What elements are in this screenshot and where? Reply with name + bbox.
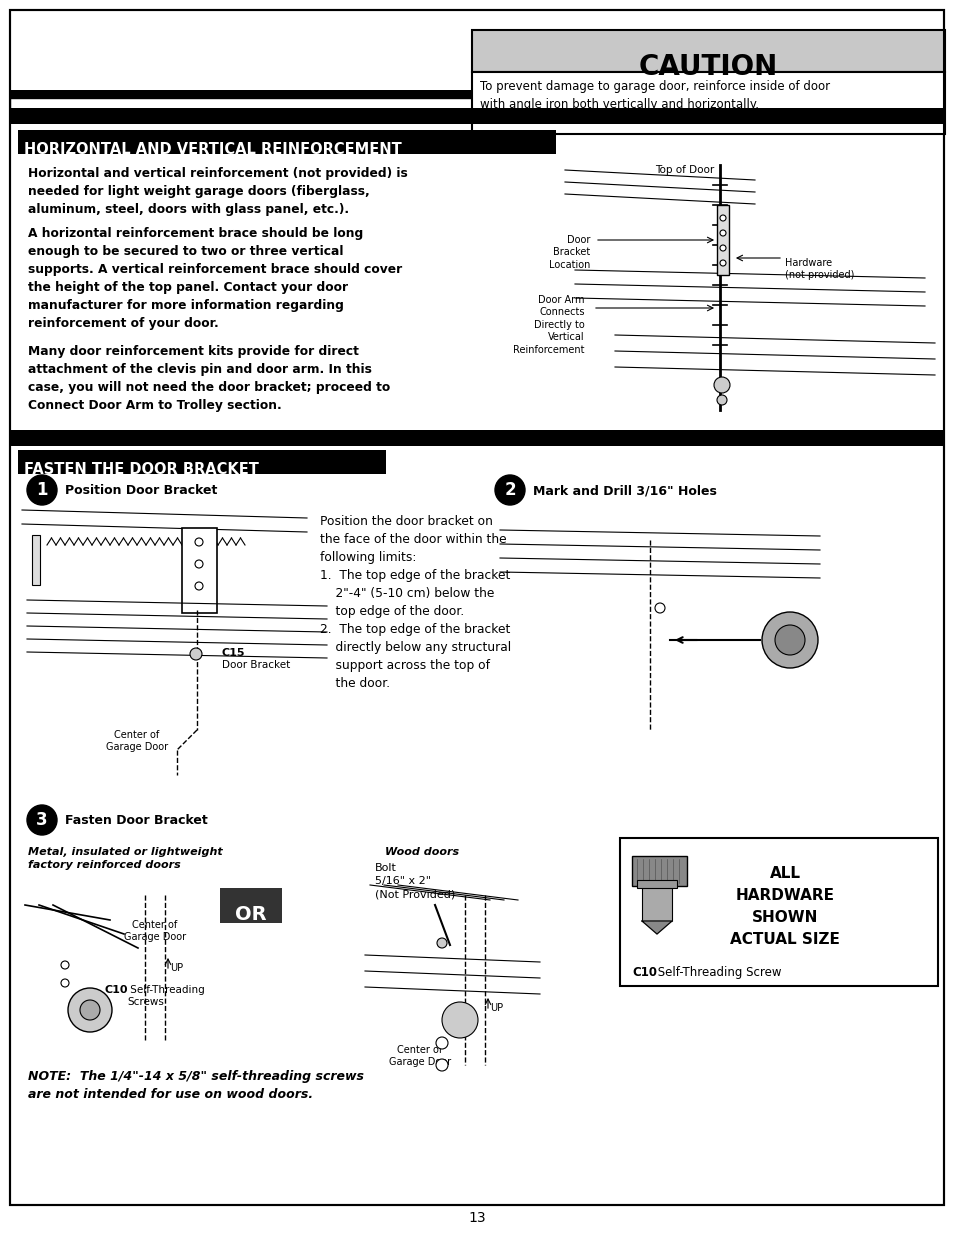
Text: Mark and Drill 3/16" Holes: Mark and Drill 3/16" Holes bbox=[533, 484, 716, 496]
Bar bbox=[220, 888, 282, 923]
Text: Fasten Door Bracket: Fasten Door Bracket bbox=[65, 814, 208, 827]
Bar bbox=[619, 839, 937, 986]
Text: Door Bracket: Door Bracket bbox=[222, 659, 290, 671]
Circle shape bbox=[68, 988, 112, 1032]
Circle shape bbox=[720, 245, 725, 251]
Circle shape bbox=[194, 582, 203, 590]
Circle shape bbox=[774, 625, 804, 655]
Text: C10: C10 bbox=[631, 966, 657, 979]
Bar bbox=[641, 885, 671, 921]
Text: C15: C15 bbox=[222, 648, 245, 658]
Text: SHOWN: SHOWN bbox=[751, 910, 818, 925]
Text: Many door reinforcement kits provide for direct
attachment of the clevis pin and: Many door reinforcement kits provide for… bbox=[28, 345, 390, 412]
Text: ALL: ALL bbox=[769, 866, 800, 881]
Text: Metal, insulated or lightweight
factory reinforced doors: Metal, insulated or lightweight factory … bbox=[28, 847, 222, 871]
Text: OR: OR bbox=[235, 905, 267, 925]
Circle shape bbox=[436, 939, 447, 948]
Circle shape bbox=[441, 1002, 477, 1037]
Text: UP: UP bbox=[490, 1003, 502, 1013]
Text: Door
Bracket
Location: Door Bracket Location bbox=[548, 235, 589, 269]
Circle shape bbox=[194, 559, 203, 568]
Circle shape bbox=[495, 475, 524, 505]
Text: Top of Door: Top of Door bbox=[655, 165, 714, 175]
Circle shape bbox=[720, 230, 725, 236]
Bar bbox=[10, 90, 473, 98]
Text: 3: 3 bbox=[36, 811, 48, 829]
Bar bbox=[472, 72, 944, 135]
Bar bbox=[10, 98, 473, 119]
Text: ACTUAL SIZE: ACTUAL SIZE bbox=[729, 932, 839, 947]
Text: Self-Threading
Screws: Self-Threading Screws bbox=[127, 986, 205, 1008]
Polygon shape bbox=[641, 921, 671, 934]
Bar bbox=[182, 529, 216, 613]
Bar bbox=[18, 450, 386, 474]
Text: Self-Threading Screw: Self-Threading Screw bbox=[654, 966, 781, 979]
Circle shape bbox=[720, 215, 725, 221]
Circle shape bbox=[655, 603, 664, 613]
Text: CAUTION: CAUTION bbox=[639, 53, 778, 82]
Text: 13: 13 bbox=[468, 1212, 485, 1225]
Circle shape bbox=[717, 395, 726, 405]
Bar bbox=[32, 535, 40, 585]
Text: 1: 1 bbox=[36, 480, 48, 499]
Text: HORIZONTAL AND VERTICAL REINFORCEMENT: HORIZONTAL AND VERTICAL REINFORCEMENT bbox=[24, 142, 401, 157]
Circle shape bbox=[27, 475, 57, 505]
Circle shape bbox=[190, 648, 202, 659]
Bar bbox=[637, 881, 677, 888]
Text: Center of
Garage Door: Center of Garage Door bbox=[124, 920, 186, 942]
Circle shape bbox=[61, 979, 69, 987]
Circle shape bbox=[194, 538, 203, 546]
Bar bbox=[472, 30, 944, 72]
Text: NOTE:  The 1/4"-14 x 5/8" self-threading screws
are not intended for use on wood: NOTE: The 1/4"-14 x 5/8" self-threading … bbox=[28, 1070, 364, 1100]
Text: Door Arm
Connects
Directly to
Vertical
Reinforcement: Door Arm Connects Directly to Vertical R… bbox=[513, 295, 584, 354]
Bar bbox=[631, 856, 686, 885]
Text: Center of
Garage Door: Center of Garage Door bbox=[106, 730, 168, 752]
Circle shape bbox=[80, 1000, 100, 1020]
Text: HARDWARE: HARDWARE bbox=[735, 888, 834, 903]
Bar bbox=[10, 430, 943, 446]
Bar bbox=[10, 107, 943, 124]
Circle shape bbox=[61, 961, 69, 969]
Bar bbox=[18, 130, 556, 154]
Text: Position Door Bracket: Position Door Bracket bbox=[65, 484, 217, 496]
Circle shape bbox=[436, 1058, 448, 1071]
Circle shape bbox=[720, 261, 725, 266]
Text: Center of
Garage Door: Center of Garage Door bbox=[389, 1045, 451, 1067]
Text: C10: C10 bbox=[105, 986, 129, 995]
Bar bbox=[717, 205, 728, 275]
Text: Bolt
5/16" x 2"
(Not Provided): Bolt 5/16" x 2" (Not Provided) bbox=[375, 863, 455, 899]
Text: Horizontal and vertical reinforcement (not provided) is
needed for light weight : Horizontal and vertical reinforcement (n… bbox=[28, 167, 407, 216]
Text: UP: UP bbox=[170, 963, 183, 973]
Text: Hardware
(not provided): Hardware (not provided) bbox=[784, 258, 854, 280]
Text: Wood doors: Wood doors bbox=[385, 847, 458, 857]
Circle shape bbox=[27, 805, 57, 835]
Circle shape bbox=[713, 377, 729, 393]
Text: A horizontal reinforcement brace should be long
enough to be secured to two or t: A horizontal reinforcement brace should … bbox=[28, 227, 402, 330]
Circle shape bbox=[761, 613, 817, 668]
Circle shape bbox=[436, 1037, 448, 1049]
Text: To prevent damage to garage door, reinforce inside of door
with angle iron both : To prevent damage to garage door, reinfo… bbox=[479, 80, 829, 111]
Text: Position the door bracket on
the face of the door within the
following limits:
1: Position the door bracket on the face of… bbox=[319, 515, 511, 690]
Text: 2: 2 bbox=[503, 480, 516, 499]
Text: FASTEN THE DOOR BRACKET: FASTEN THE DOOR BRACKET bbox=[24, 462, 258, 477]
